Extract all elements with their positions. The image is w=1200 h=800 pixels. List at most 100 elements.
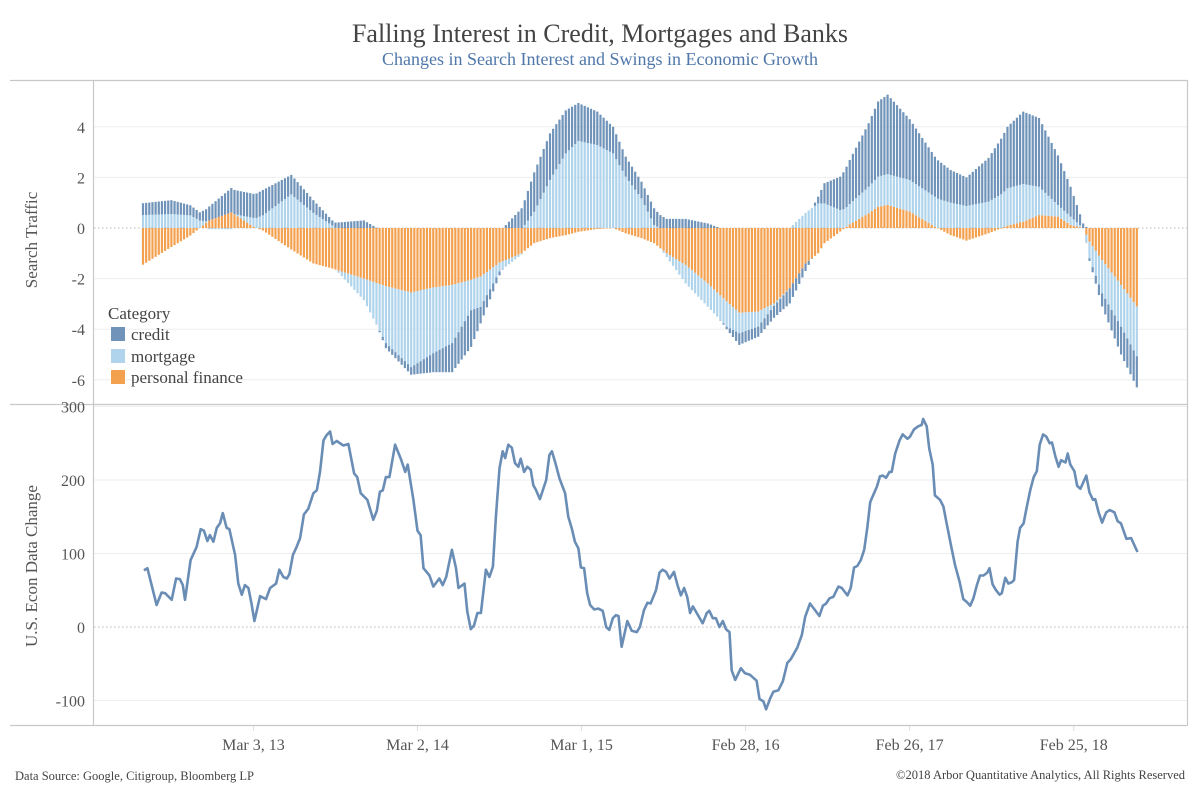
bar-personal-finance (974, 228, 978, 238)
bar-personal-finance (899, 208, 902, 228)
bar-mortgage (400, 290, 403, 359)
bar-personal-finance (378, 228, 381, 285)
bar-mortgage (167, 214, 170, 228)
bar-personal-finance (567, 228, 571, 235)
bar-mortgage (1000, 194, 1003, 228)
bar-personal-finance (700, 228, 703, 279)
bar-credit (564, 110, 567, 154)
bar-personal-finance (848, 224, 851, 228)
bar-credit (189, 205, 192, 216)
bar-mortgage (602, 148, 605, 228)
bar-credit (959, 174, 962, 205)
bar-personal-finance (930, 224, 933, 228)
bar-mortgage (217, 228, 220, 230)
bar-mortgage (1113, 276, 1116, 316)
bar-credit (384, 343, 388, 349)
bar-mortgage (1078, 225, 1082, 228)
bar-personal-finance (457, 228, 460, 284)
bar-credit (141, 203, 145, 216)
bar-mortgage (782, 294, 785, 296)
bar-credit (877, 101, 880, 177)
bar-mortgage (757, 311, 760, 327)
bar-personal-finance (501, 228, 504, 262)
bar-credit (593, 110, 596, 145)
bar-personal-finance (776, 228, 779, 301)
bar-personal-finance (498, 228, 501, 263)
bar-credit (353, 221, 356, 228)
bar-personal-finance (287, 228, 290, 248)
bar-personal-finance (555, 228, 558, 237)
bar-mortgage (331, 225, 334, 228)
bar-mortgage (621, 170, 624, 228)
bar-personal-finance (290, 228, 293, 250)
bar-credit (902, 112, 905, 179)
bar-credit (227, 190, 230, 214)
bar-personal-finance (227, 213, 230, 228)
bar-credit (252, 193, 255, 218)
bar-personal-finance (432, 228, 435, 288)
x-tick-label: Mar 3, 13 (222, 737, 285, 754)
bar-personal-finance (1044, 215, 1047, 228)
bar-mortgage (697, 275, 700, 297)
bar-credit (996, 143, 1000, 197)
bar-credit (145, 202, 148, 215)
bar-personal-finance (747, 228, 750, 313)
bar-mortgage (236, 214, 239, 217)
bar-credit (230, 188, 233, 213)
bar-credit (381, 336, 384, 341)
bar-credit (337, 222, 340, 228)
bar-mortgage (681, 262, 684, 280)
bar-personal-finance (268, 228, 271, 235)
bar-credit (283, 178, 287, 200)
bar-credit (463, 321, 466, 356)
bar-credit (719, 320, 722, 321)
bar-mortgage (315, 214, 318, 228)
bar-mortgage (192, 217, 195, 228)
bar-personal-finance (504, 228, 507, 260)
bar-mortgage (804, 212, 807, 228)
bar-credit (432, 353, 435, 373)
bar-personal-finance (1116, 228, 1119, 281)
bar-personal-finance (1069, 224, 1072, 228)
bar-personal-finance (492, 228, 495, 268)
bar-mortgage (163, 214, 167, 228)
copyright-note: ©2018 Arbor Quantitative Analytics, All … (896, 768, 1186, 782)
bar-mortgage (208, 228, 211, 230)
bar-personal-finance (949, 228, 952, 236)
bar-credit (1028, 114, 1031, 186)
bar-credit (836, 177, 839, 209)
chart-subtitle: Changes in Search Interest and Swings in… (382, 49, 818, 69)
bar-personal-finance (766, 228, 769, 307)
bar-credit (968, 174, 971, 206)
bar-personal-finance (574, 228, 577, 233)
bar-personal-finance (476, 228, 479, 278)
bar-personal-finance (772, 228, 776, 304)
bar-credit (548, 133, 552, 180)
bar-mortgage (886, 174, 889, 205)
bar-mortgage (1123, 289, 1126, 333)
bar-credit (965, 177, 968, 206)
bar-mortgage (615, 159, 618, 228)
bar-personal-finance (675, 228, 678, 260)
bar-credit (977, 166, 981, 204)
bar-credit (296, 182, 299, 200)
bar-credit (438, 349, 441, 373)
bar-credit (485, 295, 488, 308)
bar-mortgage (798, 218, 801, 228)
bar-credit (239, 191, 242, 216)
bar-credit (350, 221, 353, 228)
bar-credit (1006, 126, 1009, 189)
bar-credit (406, 364, 410, 372)
bar-credit (482, 301, 485, 316)
bar-credit (523, 200, 526, 225)
bar-personal-finance (305, 228, 309, 260)
bar-credit (747, 329, 750, 341)
bar-mortgage (523, 224, 526, 228)
bar-credit (529, 181, 533, 217)
bar-credit (198, 212, 201, 221)
bar-credit (369, 224, 372, 228)
bar-credit (1056, 155, 1060, 205)
bar-mortgage (526, 220, 530, 228)
bar-credit (520, 208, 523, 228)
bar-credit (599, 114, 602, 147)
